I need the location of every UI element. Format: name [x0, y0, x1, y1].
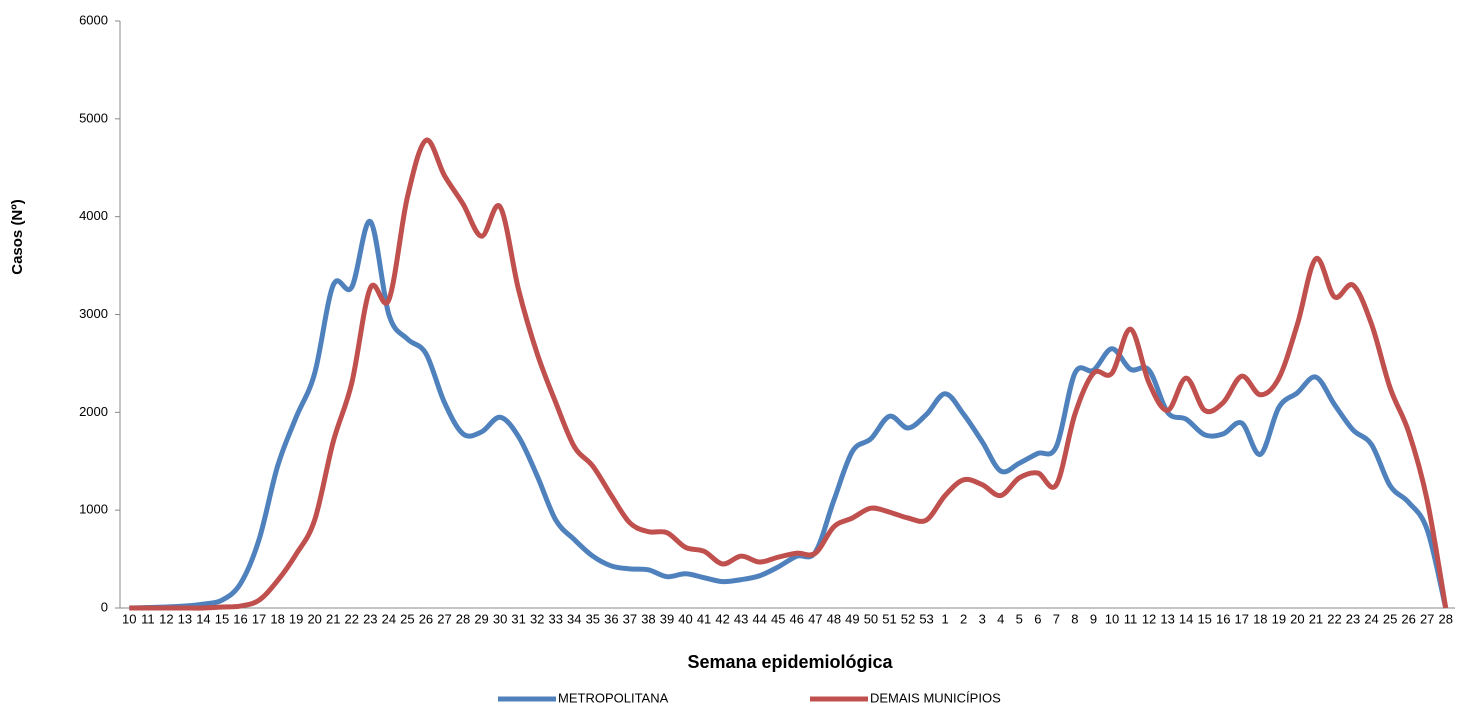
x-tick-label: 6	[1034, 611, 1041, 626]
x-tick-label: 43	[734, 611, 748, 626]
x-tick-label: 5	[1016, 611, 1023, 626]
x-tick-label: 46	[790, 611, 804, 626]
x-tick-label: 23	[1346, 611, 1360, 626]
x-tick-label: 49	[845, 611, 859, 626]
x-tick-label: 10	[122, 611, 136, 626]
y-tick-label: 3000	[79, 306, 108, 321]
x-tick-label: 22	[345, 611, 359, 626]
x-axis-title: Semana epidemiológica	[687, 652, 893, 672]
x-tick-label: 2	[960, 611, 967, 626]
x-tick-label: 7	[1053, 611, 1060, 626]
y-axis-title: Casos (Nº)	[9, 199, 26, 275]
x-tick-label: 14	[1179, 611, 1193, 626]
y-tick-label: 6000	[79, 12, 108, 27]
x-tick-label: 30	[493, 611, 507, 626]
x-tick-label: 25	[1383, 611, 1397, 626]
x-tick-label: 19	[1272, 611, 1286, 626]
x-tick-label: 22	[1327, 611, 1341, 626]
x-tick-label: 42	[715, 611, 729, 626]
y-tick-label: 5000	[79, 110, 108, 125]
x-tick-label: 28	[456, 611, 470, 626]
x-tick-label: 11	[141, 611, 155, 626]
x-tick-label: 12	[1142, 611, 1156, 626]
x-tick-label: 1	[941, 611, 948, 626]
x-tick-label: 39	[660, 611, 674, 626]
x-tick-label: 18	[1253, 611, 1267, 626]
x-tick-label: 26	[1401, 611, 1415, 626]
x-tick-label: 53	[919, 611, 933, 626]
x-tick-label: 35	[586, 611, 600, 626]
y-tick-label: 0	[101, 599, 108, 614]
x-tick-label: 27	[437, 611, 451, 626]
x-tick-label: 12	[159, 611, 173, 626]
x-tick-label: 48	[827, 611, 841, 626]
x-tick-label: 32	[530, 611, 544, 626]
x-tick-label: 27	[1420, 611, 1434, 626]
x-tick-label: 21	[1309, 611, 1323, 626]
x-tick-label: 23	[363, 611, 377, 626]
x-tick-label: 36	[604, 611, 618, 626]
line	[129, 137, 1449, 611]
x-tick-label: 50	[864, 611, 878, 626]
x-tick-label: 28	[1438, 611, 1452, 626]
x-tick-label: 34	[567, 611, 581, 626]
y-tick-label: 4000	[79, 208, 108, 223]
x-tick-label: 37	[623, 611, 637, 626]
x-tick-label: 16	[233, 611, 247, 626]
x-tick-label: 52	[901, 611, 915, 626]
x-tick-label: 47	[808, 611, 822, 626]
x-tick-label: 25	[400, 611, 414, 626]
x-tick-label: 20	[1290, 611, 1304, 626]
x-tick-label: 17	[1235, 611, 1249, 626]
x-tick-label: 4	[997, 611, 1004, 626]
x-tick-label: 19	[289, 611, 303, 626]
x-tick-label: 41	[697, 611, 711, 626]
x-tick-label: 26	[419, 611, 433, 626]
x-tick-label: 40	[678, 611, 692, 626]
x-tick-label: 16	[1216, 611, 1230, 626]
x-tick-label: 13	[1160, 611, 1174, 626]
x-tick-label: 20	[307, 611, 321, 626]
x-tick-label: 21	[326, 611, 340, 626]
y-tick-label: 2000	[79, 404, 108, 419]
x-tick-label: 24	[382, 611, 396, 626]
y-tick-label: 1000	[79, 502, 108, 517]
x-tick-label: 15	[1197, 611, 1211, 626]
line	[129, 219, 1449, 611]
x-tick-label: 18	[270, 611, 284, 626]
x-tick-label: 3	[979, 611, 986, 626]
x-tick-label: 29	[474, 611, 488, 626]
x-tick-label: 17	[252, 611, 266, 626]
x-tick-label: 8	[1071, 611, 1078, 626]
x-tick-label: 44	[752, 611, 766, 626]
x-tick-label: 13	[178, 611, 192, 626]
x-tick-label: 33	[548, 611, 562, 626]
x-tick-label: 45	[771, 611, 785, 626]
x-tick-label: 38	[641, 611, 655, 626]
x-tick-label: 51	[882, 611, 896, 626]
legend-label: DEMAIS MUNICÍPIOS	[870, 690, 1001, 705]
x-tick-label: 15	[215, 611, 229, 626]
x-tick-label: 24	[1364, 611, 1378, 626]
x-tick-label: 11	[1124, 611, 1138, 626]
x-tick-label: 9	[1090, 611, 1097, 626]
x-tick-label: 14	[196, 611, 210, 626]
x-tick-label: 10	[1105, 611, 1119, 626]
x-tick-label: 31	[511, 611, 525, 626]
legend-label: METROPOLITANA	[558, 690, 669, 705]
